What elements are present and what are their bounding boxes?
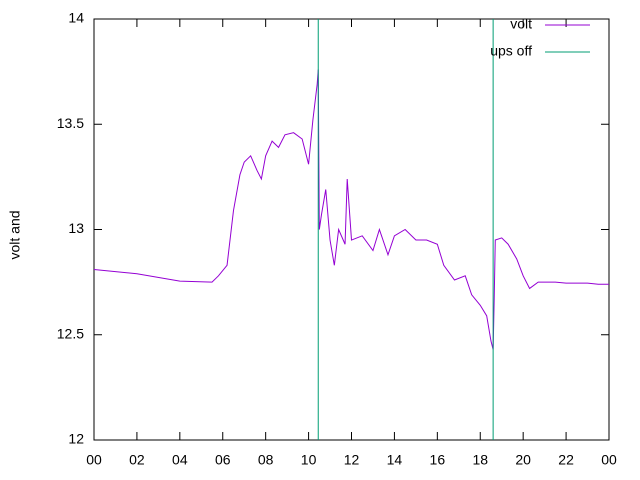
x-tick-label: 20 [515,452,531,468]
y-tick-label: 12.5 [57,325,84,341]
x-tick-label: 02 [129,452,145,468]
x-tick-label: 12 [344,452,360,468]
x-tick-label: 04 [172,452,188,468]
x-tick-label: 22 [558,452,574,468]
x-tick-label: 00 [601,452,617,468]
y-tick-label: 13.5 [57,115,84,131]
legend-label: ups off [490,43,532,59]
plot-frame [93,18,610,441]
y-tick-label: 13 [68,220,84,236]
y-axis-label: volt and [7,210,23,259]
x-tick-label: 06 [215,452,231,468]
y-tick-label: 14 [68,10,84,26]
x-tick-label: 00 [86,452,102,468]
x-tick-label: 18 [472,452,488,468]
y-tick-label: 12 [68,431,84,447]
x-tick-label: 14 [387,452,403,468]
x-tick-label: 10 [301,452,317,468]
legend-label: volt [510,16,532,32]
volt-line [93,69,609,350]
x-tick-label: 08 [258,452,274,468]
x-tick-label: 16 [430,452,446,468]
